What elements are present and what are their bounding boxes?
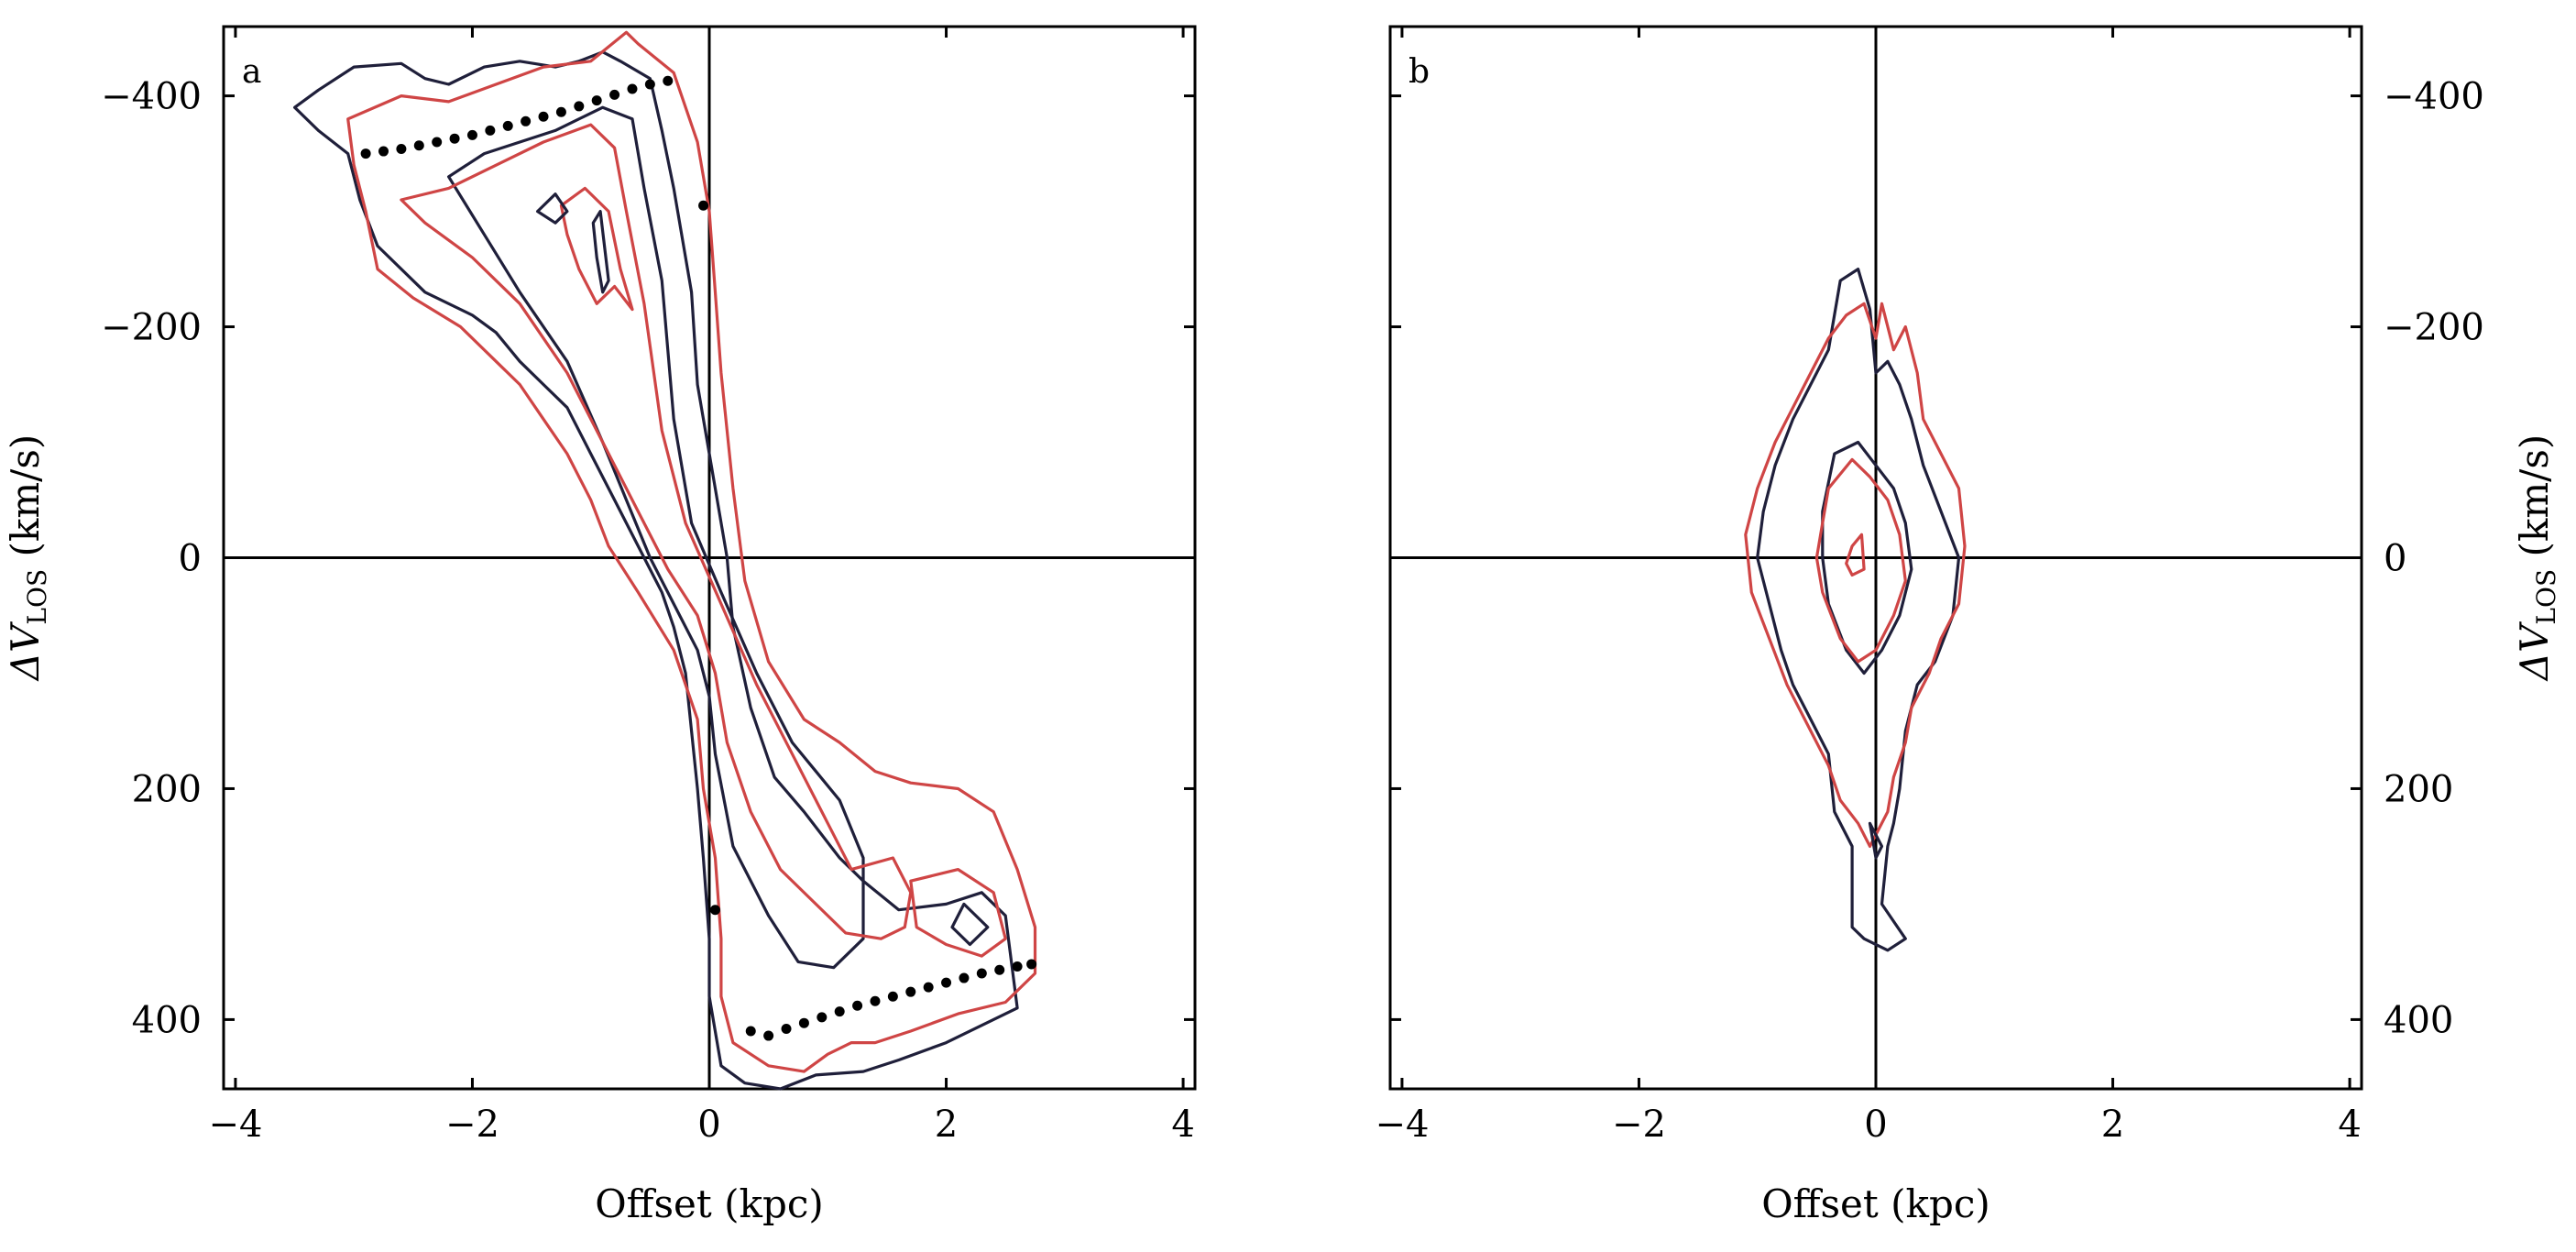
rotation-point-36: [1026, 959, 1037, 970]
y-tick-label-4: 400: [132, 999, 202, 1041]
rotation-point-15: [627, 83, 638, 94]
panel-b-x-axis-label: Offset (kpc): [1761, 1181, 1990, 1226]
rotation-point-27: [870, 995, 881, 1006]
panel-a-y-axis-label-tail: (km/s): [3, 434, 48, 569]
contour-dark-5: [536, 192, 569, 225]
rotation-point-30: [923, 982, 934, 993]
x-tick-label-4: 4: [1171, 1104, 1194, 1146]
y-tick-label-4: 400: [2384, 999, 2453, 1041]
contour-dark-6: [591, 210, 610, 294]
x-tick-label-3: 2: [2101, 1104, 2124, 1146]
contour-dark-0: [1756, 268, 1961, 952]
panel-a-y-axis-label-sub: LOS: [22, 569, 52, 625]
x-tick-label-2: 0: [697, 1104, 720, 1146]
rotation-point-6: [466, 129, 477, 140]
panel-a-x-axis-label: Offset (kpc): [595, 1181, 824, 1226]
rotation-point-8: [502, 120, 513, 131]
rotation-point-26: [852, 1000, 863, 1011]
rotation-point-31: [941, 977, 952, 988]
contour-red-7: [909, 868, 1007, 958]
panel-b-y-axis-label: ΔVLOS (km/s): [2512, 434, 2561, 683]
rotation-point-14: [609, 89, 620, 100]
rotation-point-7: [485, 125, 496, 136]
rotation-point-19: [709, 905, 720, 916]
rotation-point-0: [360, 148, 371, 159]
panel-b-y-axis-label-tail: (km/s): [2512, 434, 2557, 569]
panel-a-x-ticks: −4 −2 0 2 4: [208, 27, 1195, 1146]
panel-b-y-axis-label-sub: LOS: [2531, 569, 2561, 625]
rotation-point-11: [555, 106, 566, 117]
x-tick-label-1: −2: [1612, 1104, 1666, 1146]
contour-red-1: [346, 30, 1037, 1073]
contour-dark-8: [950, 902, 990, 947]
rotation-point-28: [887, 991, 898, 1002]
rotation-point-20: [745, 1026, 756, 1037]
rotation-point-1: [378, 146, 389, 157]
y-tick-label-0: −400: [2384, 76, 2484, 118]
panel-b-x-ticks: −4 −2 0 2 4: [1375, 27, 2362, 1146]
rotation-point-24: [817, 1012, 828, 1023]
panel-a: a −4 −2 0 2 4 −400 −200 0 200 400 Offset (kpc) Δ…: [3, 25, 1197, 1226]
y-tick-label-1: −200: [101, 307, 202, 349]
x-tick-label-4: 4: [2338, 1104, 2361, 1146]
y-tick-label-2: 0: [2384, 538, 2406, 580]
rotation-point-4: [432, 137, 443, 148]
contour-red-3: [400, 123, 913, 940]
x-tick-label-1: −2: [445, 1104, 499, 1146]
rotation-point-12: [574, 101, 585, 112]
panel-b-contours: [1744, 268, 1967, 952]
rotation-point-22: [781, 1023, 792, 1034]
panel-a-contours: [293, 30, 1037, 1091]
rotation-point-32: [959, 972, 970, 983]
rotation-point-33: [976, 968, 987, 979]
panel-a-y-ticks: −400 −200 0 200 400: [101, 76, 1195, 1041]
rotation-point-5: [449, 133, 460, 144]
x-tick-label-0: −4: [208, 1104, 262, 1146]
contour-dark-5: [1868, 821, 1884, 860]
x-tick-label-2: 0: [1864, 1104, 1887, 1146]
panel-b-y-ticks: −400 −200 0 200 400: [1390, 76, 2484, 1041]
contour-red-3: [1814, 457, 1907, 664]
rotation-point-29: [905, 986, 916, 997]
panel-a-rotation-points: [360, 75, 1037, 1041]
contour-red-4: [559, 186, 634, 312]
y-tick-label-2: 0: [179, 538, 202, 580]
contour-dark-2: [1821, 440, 1913, 675]
rotation-point-17: [663, 75, 674, 86]
contour-dark-2: [447, 105, 865, 970]
y-tick-label-1: −200: [2384, 307, 2484, 349]
rotation-point-35: [1012, 961, 1023, 972]
panel-a-letter: a: [242, 53, 261, 91]
y-tick-label-0: −400: [101, 76, 202, 118]
rotation-point-21: [763, 1030, 774, 1041]
rotation-point-3: [413, 140, 424, 151]
contour-red-1: [1744, 302, 1967, 848]
panel-b-reference-lines: [1390, 27, 2362, 1089]
rotation-point-9: [521, 115, 532, 126]
rotation-point-34: [994, 964, 1005, 975]
rotation-point-10: [538, 111, 549, 122]
rotation-point-23: [798, 1017, 809, 1028]
contour-red-4: [1845, 533, 1866, 577]
panel-b-letter: b: [1409, 53, 1430, 91]
y-tick-label-3: 200: [132, 768, 202, 810]
rotation-point-13: [591, 95, 602, 106]
panel-a-y-axis-label-main: ΔV: [3, 621, 48, 682]
rotation-point-25: [834, 1006, 845, 1017]
rotation-point-2: [396, 144, 407, 155]
rotation-point-18: [698, 200, 709, 211]
rotation-point-16: [644, 79, 655, 90]
panel-b: b −4 −2 0 2 4 −400 −200 0 200 400 Offset (kpc) Δ…: [1375, 25, 2561, 1226]
x-tick-label-3: 2: [935, 1104, 958, 1146]
panel-a-y-axis-label: ΔVLOS (km/s): [3, 434, 52, 683]
y-tick-label-3: 200: [2384, 768, 2453, 810]
x-tick-label-0: −4: [1375, 1104, 1429, 1146]
panel-b-y-axis-label-main: ΔV: [2512, 621, 2557, 682]
